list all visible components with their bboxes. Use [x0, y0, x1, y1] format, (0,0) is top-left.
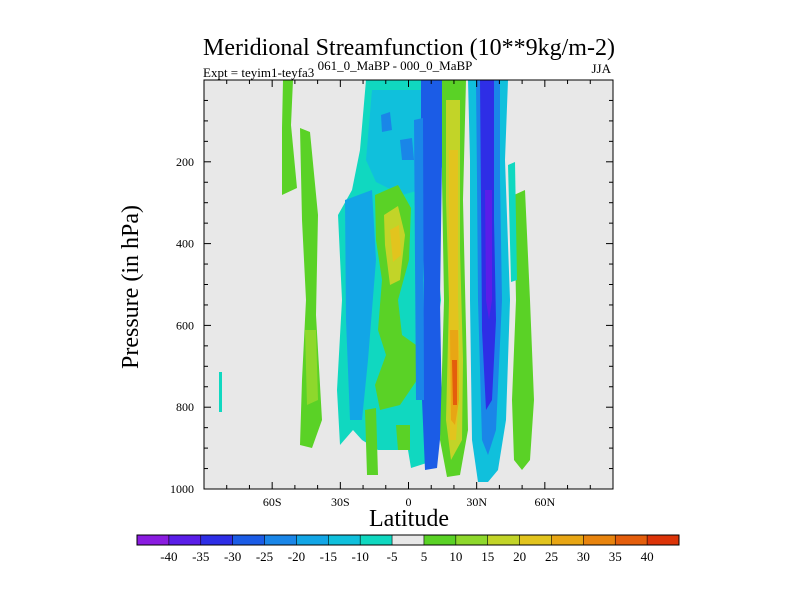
colorbar-label: -35: [192, 549, 209, 564]
contour-blue-band: [421, 80, 444, 470]
y-tick-label: 1000: [170, 482, 194, 496]
colorbar-label: -15: [320, 549, 337, 564]
colorbar-label: 25: [545, 549, 558, 564]
colorbar-swatch: [455, 535, 489, 545]
colorbar-swatch: [137, 535, 170, 545]
contour-fields: [219, 80, 534, 482]
colorbar-label: 40: [641, 549, 654, 564]
x-tick-label: 60N: [534, 495, 555, 509]
colorbar-label: 15: [481, 549, 494, 564]
colorbar-swatch: [200, 535, 233, 545]
colorbar-label: 20: [513, 549, 526, 564]
colorbar-swatch: [519, 535, 552, 545]
colorbar-frame: [136, 534, 680, 546]
y-axis: 200 400 600 800 1000: [170, 99, 613, 496]
colorbar-label: -25: [256, 549, 273, 564]
colorbar-label: -30: [224, 549, 241, 564]
x-tick-label: 30N: [466, 495, 487, 509]
y-tick-label: 200: [176, 155, 194, 169]
contour-cyan-spot-1: [381, 112, 392, 132]
colorbar-label: 10: [449, 549, 462, 564]
period-label: 061_0_MaBP - 000_0_MaBP: [318, 58, 473, 73]
y-tick-label: 600: [176, 318, 194, 332]
y-tick-label: 400: [176, 237, 194, 251]
colorbar-swatch: [647, 535, 680, 545]
colorbar-swatch: [360, 535, 393, 545]
colorbar-swatch: [583, 535, 616, 545]
colorbar-label: -5: [387, 549, 398, 564]
x-axis: 60S 30S 0 30N 60N: [226, 80, 591, 509]
contour-sh-band-1: [282, 80, 297, 195]
contour-sh-band-2-core: [305, 330, 318, 405]
colorbar-swatch: [328, 535, 361, 545]
colorbar-swatch: [615, 535, 648, 545]
chart-title: Meridional Streamfunction (10**9kg/m-2): [203, 35, 615, 61]
experiment-label: Expt = teyim1-teyfa3: [203, 65, 314, 80]
colorbar-swatch: [296, 535, 329, 545]
contour-nh-midlat-light: [508, 162, 517, 282]
contour-nh-midlat-band: [512, 190, 534, 470]
y-axis-label: Pressure (in hPa): [118, 205, 144, 369]
colorbar-swatch: [232, 535, 265, 545]
colorbar-swatch: [551, 535, 584, 545]
x-axis-label: Latitude: [369, 506, 449, 532]
contour-bottom-lobe-2: [396, 425, 410, 450]
colorbar-label: 35: [609, 549, 622, 564]
colorbar-label: -20: [288, 549, 305, 564]
colorbar-label: -40: [160, 549, 177, 564]
contour-positive-cell-hot: [390, 225, 401, 262]
season-label: JJA: [591, 61, 611, 76]
x-tick-label: 0: [406, 495, 412, 509]
contour-blue-band-light: [414, 118, 424, 400]
colorbar-label: 30: [577, 549, 590, 564]
colorbar: -40 -35 -30 -25 -20 -15 -10 -5 5 10 15 20 25 30 35 40: [136, 534, 680, 564]
colorbar-swatch: [264, 535, 297, 545]
contour-nh-neg-core: [485, 190, 492, 320]
colorbar-swatch: [168, 535, 202, 545]
colorbar-label: 5: [421, 549, 428, 564]
colorbar-swatch: [487, 535, 520, 545]
contour-bottom-lobe-1: [365, 408, 378, 475]
contour-sh-tick: [219, 372, 222, 412]
colorbar-swatch: [423, 535, 457, 545]
colorbar-label: -10: [352, 549, 369, 564]
y-tick-label: 800: [176, 400, 194, 414]
colorbar-swatch: [392, 535, 425, 545]
x-tick-label: 30S: [331, 495, 350, 509]
contour-hadley-red: [452, 360, 457, 405]
contour-cyan-spot-2: [400, 138, 414, 160]
contour-cyan-left-lobe: [345, 190, 376, 420]
x-tick-label: 60S: [263, 495, 282, 509]
